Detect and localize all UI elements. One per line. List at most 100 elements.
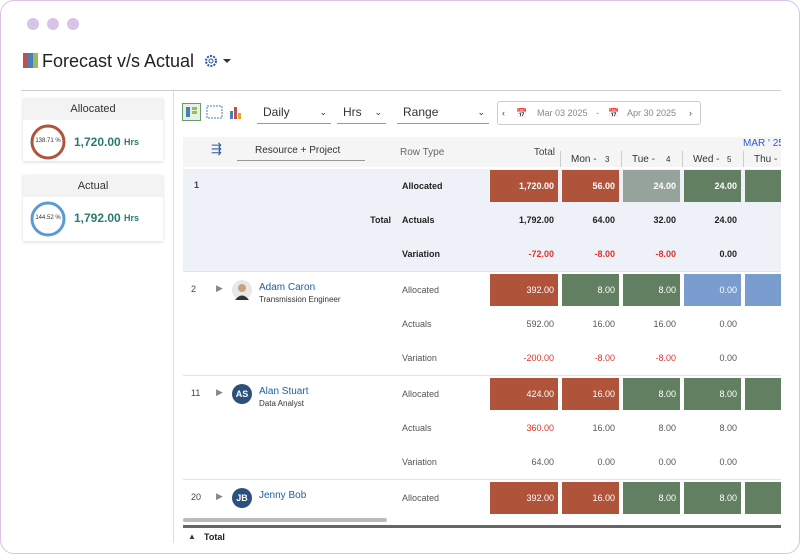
cell [745,170,781,202]
hours-unit: Hrs [124,213,140,223]
row-type: Allocated [402,181,443,191]
row-index: 11 [191,388,201,398]
cell: 0.00 [719,353,737,363]
row-type: Actuals [402,215,435,225]
cell: 360.00 [526,423,554,433]
cell: 16.00 [592,423,615,433]
donut [30,201,66,237]
unit-select[interactable]: Hrs ⌄ [337,101,386,124]
group-rule [183,375,781,376]
start-date: Mar 03 2025 [537,108,588,118]
grid: ⇶ Resource + Project Row Type Total MAR ' 25… [1,1,781,553]
select-value: Daily [263,105,290,119]
avatar [232,280,252,300]
donut [30,124,66,160]
cell: 64.00 [531,457,554,467]
row-type: Variation [402,353,437,363]
expander: ▶ [216,283,223,293]
settings-menu[interactable] [203,53,233,69]
cell: 24.00 [684,170,741,202]
row-type-header: Row Type [400,147,445,158]
cell: 0.00 [719,249,737,259]
view-switcher[interactable] [182,103,248,123]
day-header-border [682,151,683,167]
cell: 32.00 [653,215,676,225]
hours-unit: Hrs [124,137,140,147]
row-index: 2 [191,284,197,294]
select-value: Hrs [343,105,362,119]
cell: 0.00 [658,457,676,467]
avatar: AS [232,384,252,404]
day-number: 5 [727,155,732,164]
cell: 8.00 [684,482,741,514]
cell [745,378,781,410]
cell: -8.00 [594,249,615,259]
cell: 16.00 [592,319,615,329]
day-header-border [621,151,622,167]
hours-value: 1,720.00 [74,135,121,149]
cell: 392.00 [490,274,558,306]
group-rule [183,479,781,480]
day-header-border [560,151,561,167]
day-name: Mon - [571,154,597,165]
cell: 0.00 [719,319,737,329]
row-type: Actuals [402,423,432,433]
cell: -72.00 [528,249,554,259]
cell: -8.00 [655,353,676,363]
cell: 424.00 [490,378,558,410]
cell: 24.00 [714,215,737,225]
range-select[interactable]: Range ⌄ [397,101,489,124]
expander: ▶ [216,491,223,501]
cell: 1,792.00 [518,215,554,225]
footer-toggle: ▲ [188,532,196,541]
month-header: MAR ' 25 [743,138,781,149]
window-dot [27,18,39,30]
row-index: 20 [191,492,202,502]
cell: 24.00 [623,170,680,202]
cell: -8.00 [655,249,676,259]
total-header: Total [533,147,555,158]
cell: 64.00 [592,215,615,225]
row-type: Allocated [402,285,440,295]
day-header-border [743,151,744,167]
date-range[interactable]: ‹ 📅 Mar 03 2025 - 📅 Apr 30 2025 › [497,101,701,125]
total-group-bg [183,169,781,271]
cell: 592.00 [526,319,554,329]
period-select[interactable]: Daily ⌄ [257,101,331,124]
day-name: Wed - [693,154,720,165]
cell: 56.00 [562,170,619,202]
resource-name: Alan Stuart [259,386,309,397]
hours-value: 1,792.00 [74,211,121,225]
card-header: Allocated [23,98,163,120]
scrollbar-track [183,525,781,528]
footer-label: Total [204,532,225,542]
cell: 8.00 [658,423,676,433]
day-number: 4 [666,155,671,164]
window-dot [67,18,79,30]
divider [173,91,174,543]
row-type: Allocated [402,493,440,503]
cell: 8.00 [623,274,680,306]
day-name: Tue - [632,154,655,165]
card-header: Actual [23,175,163,197]
resource-header: Resource + Project [237,143,365,161]
cell: 0.00 [719,457,737,467]
window-dot [47,18,59,30]
cell: 8.00 [684,378,741,410]
day-name: Thu - [754,154,778,165]
donut-label: 138.71 % [35,138,61,144]
cell: 392.00 [490,482,558,514]
cell: 0.00 [684,274,741,306]
cell: 8.00 [562,274,619,306]
page-title: Forecast v/s Actual [42,51,195,71]
row-type: Actuals [402,319,432,329]
resource-name: Jenny Bob [259,490,307,501]
cell: 1,720.00 [490,170,558,202]
row-type: Variation [402,457,437,467]
group-rule [183,271,781,272]
cell: -200.00 [523,353,554,363]
resource-role: Transmission Engineer [259,295,341,304]
resource-name: Adam Caron [259,282,316,293]
avatar: JB [232,488,252,508]
